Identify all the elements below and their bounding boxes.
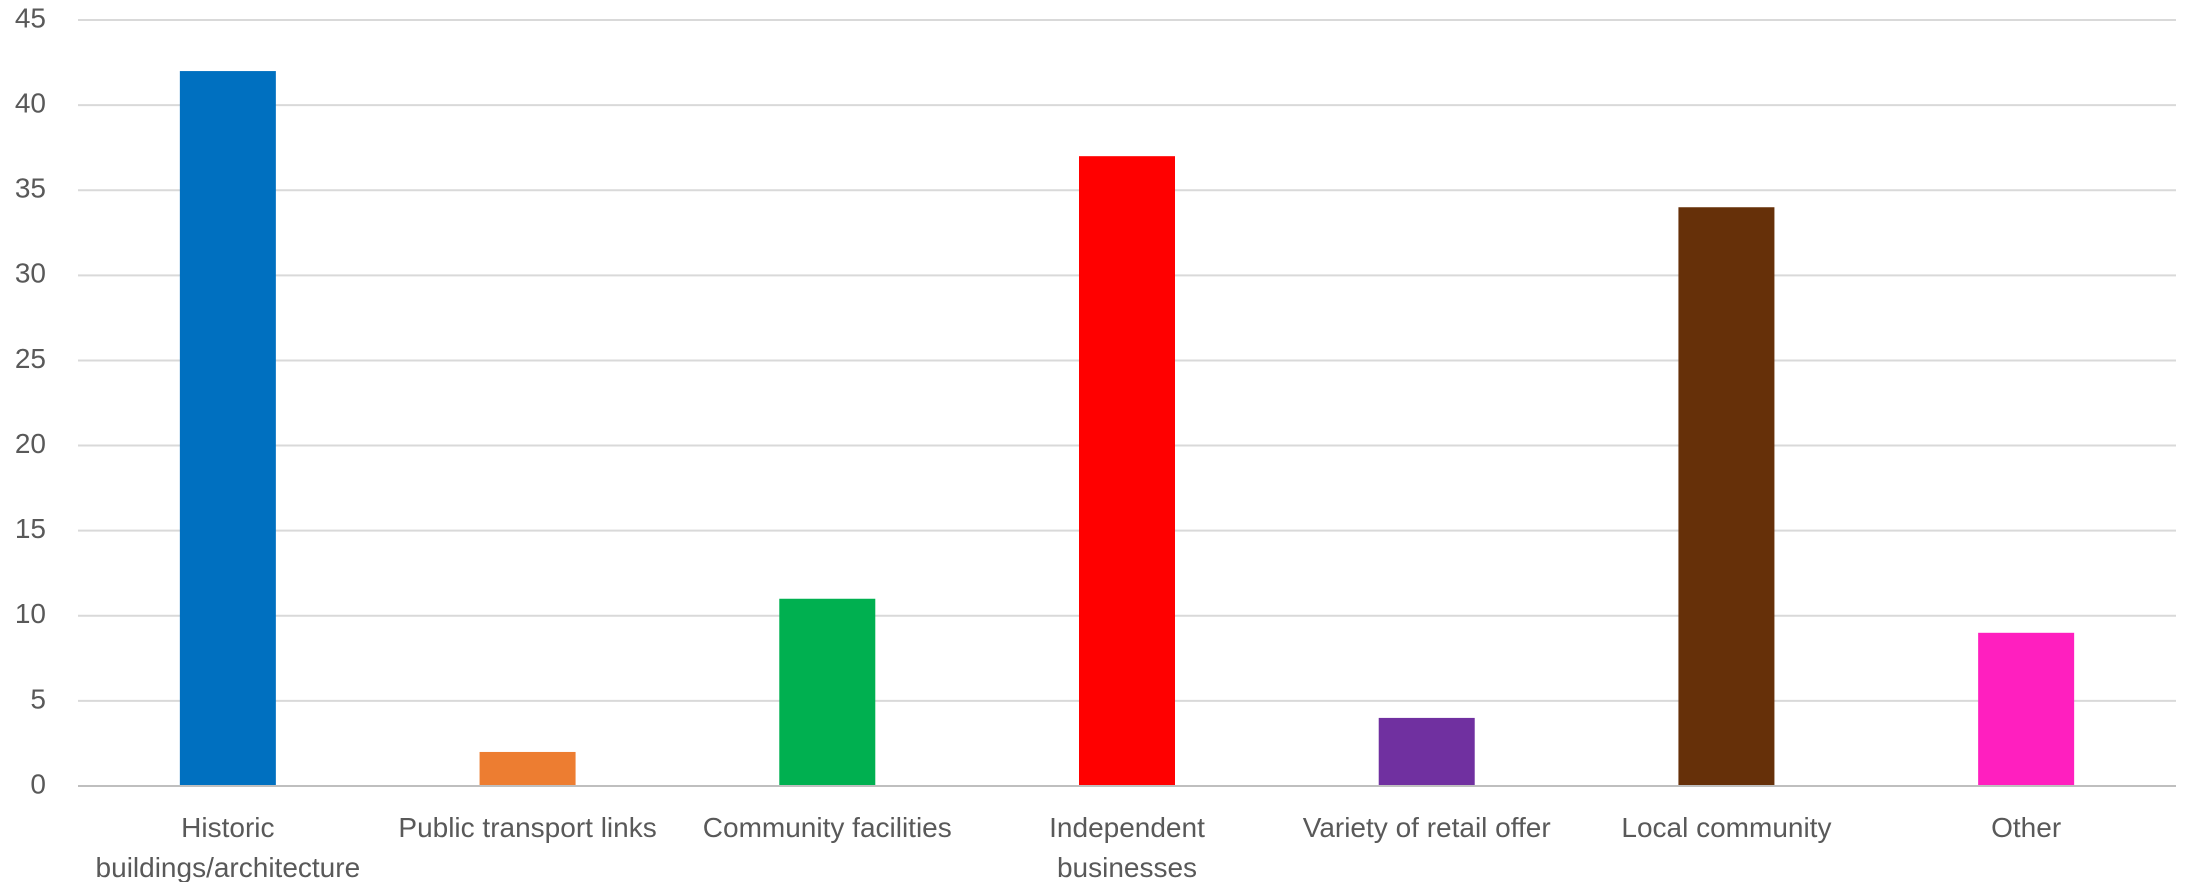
x-category-label-line: Independent	[1049, 812, 1205, 843]
x-category-label: Community facilities	[703, 812, 952, 843]
y-tick-label: 15	[15, 513, 46, 544]
x-category-label-line: Community facilities	[703, 812, 952, 843]
x-category-label: Independent businesses	[1049, 812, 1205, 882]
bar-community-facilities	[779, 598, 876, 786]
x-category-label-line: Variety of retail offer	[1303, 812, 1551, 843]
x-category-label: Other	[1991, 812, 2061, 843]
y-tick-label: 40	[15, 88, 46, 119]
x-category-label-line: buildings/architecture	[96, 852, 361, 882]
y-tick-label: 5	[30, 683, 46, 714]
x-category-label: Public transport links	[398, 812, 656, 843]
bar-historic-buildings-architecture	[179, 71, 276, 787]
bars-layer	[179, 71, 2075, 787]
x-axis-labels: Historic buildings/architecture Public tra…	[96, 812, 2062, 882]
bar-public-transport-links	[479, 751, 576, 786]
y-tick-label: 10	[15, 598, 46, 629]
y-tick-label: 0	[30, 768, 46, 799]
y-tick-label: 20	[15, 428, 46, 459]
y-axis-ticks: 0 5 10 15 20 25 30 35 40 45	[15, 2, 46, 799]
bar-independent-businesses	[1079, 156, 1175, 786]
x-category-label-line: Other	[1991, 812, 2061, 843]
y-tick-label: 45	[15, 2, 46, 33]
bar-other	[1978, 632, 2075, 786]
x-category-label-line: Public transport links	[398, 812, 656, 843]
y-tick-label: 30	[15, 258, 46, 289]
y-tick-label: 25	[15, 343, 46, 374]
bar-variety-of-retail-offer	[1378, 717, 1475, 786]
x-category-label: Local community	[1621, 812, 1831, 843]
y-tick-label: 35	[15, 173, 46, 204]
bar-local-community	[1678, 207, 1775, 786]
x-category-label: Historic buildings/architecture	[96, 812, 361, 882]
x-category-label-line: businesses	[1057, 852, 1197, 882]
x-category-label-line: Historic	[181, 812, 274, 843]
x-category-label-line: Local community	[1621, 812, 1831, 843]
x-category-label: Variety of retail offer	[1303, 812, 1551, 843]
